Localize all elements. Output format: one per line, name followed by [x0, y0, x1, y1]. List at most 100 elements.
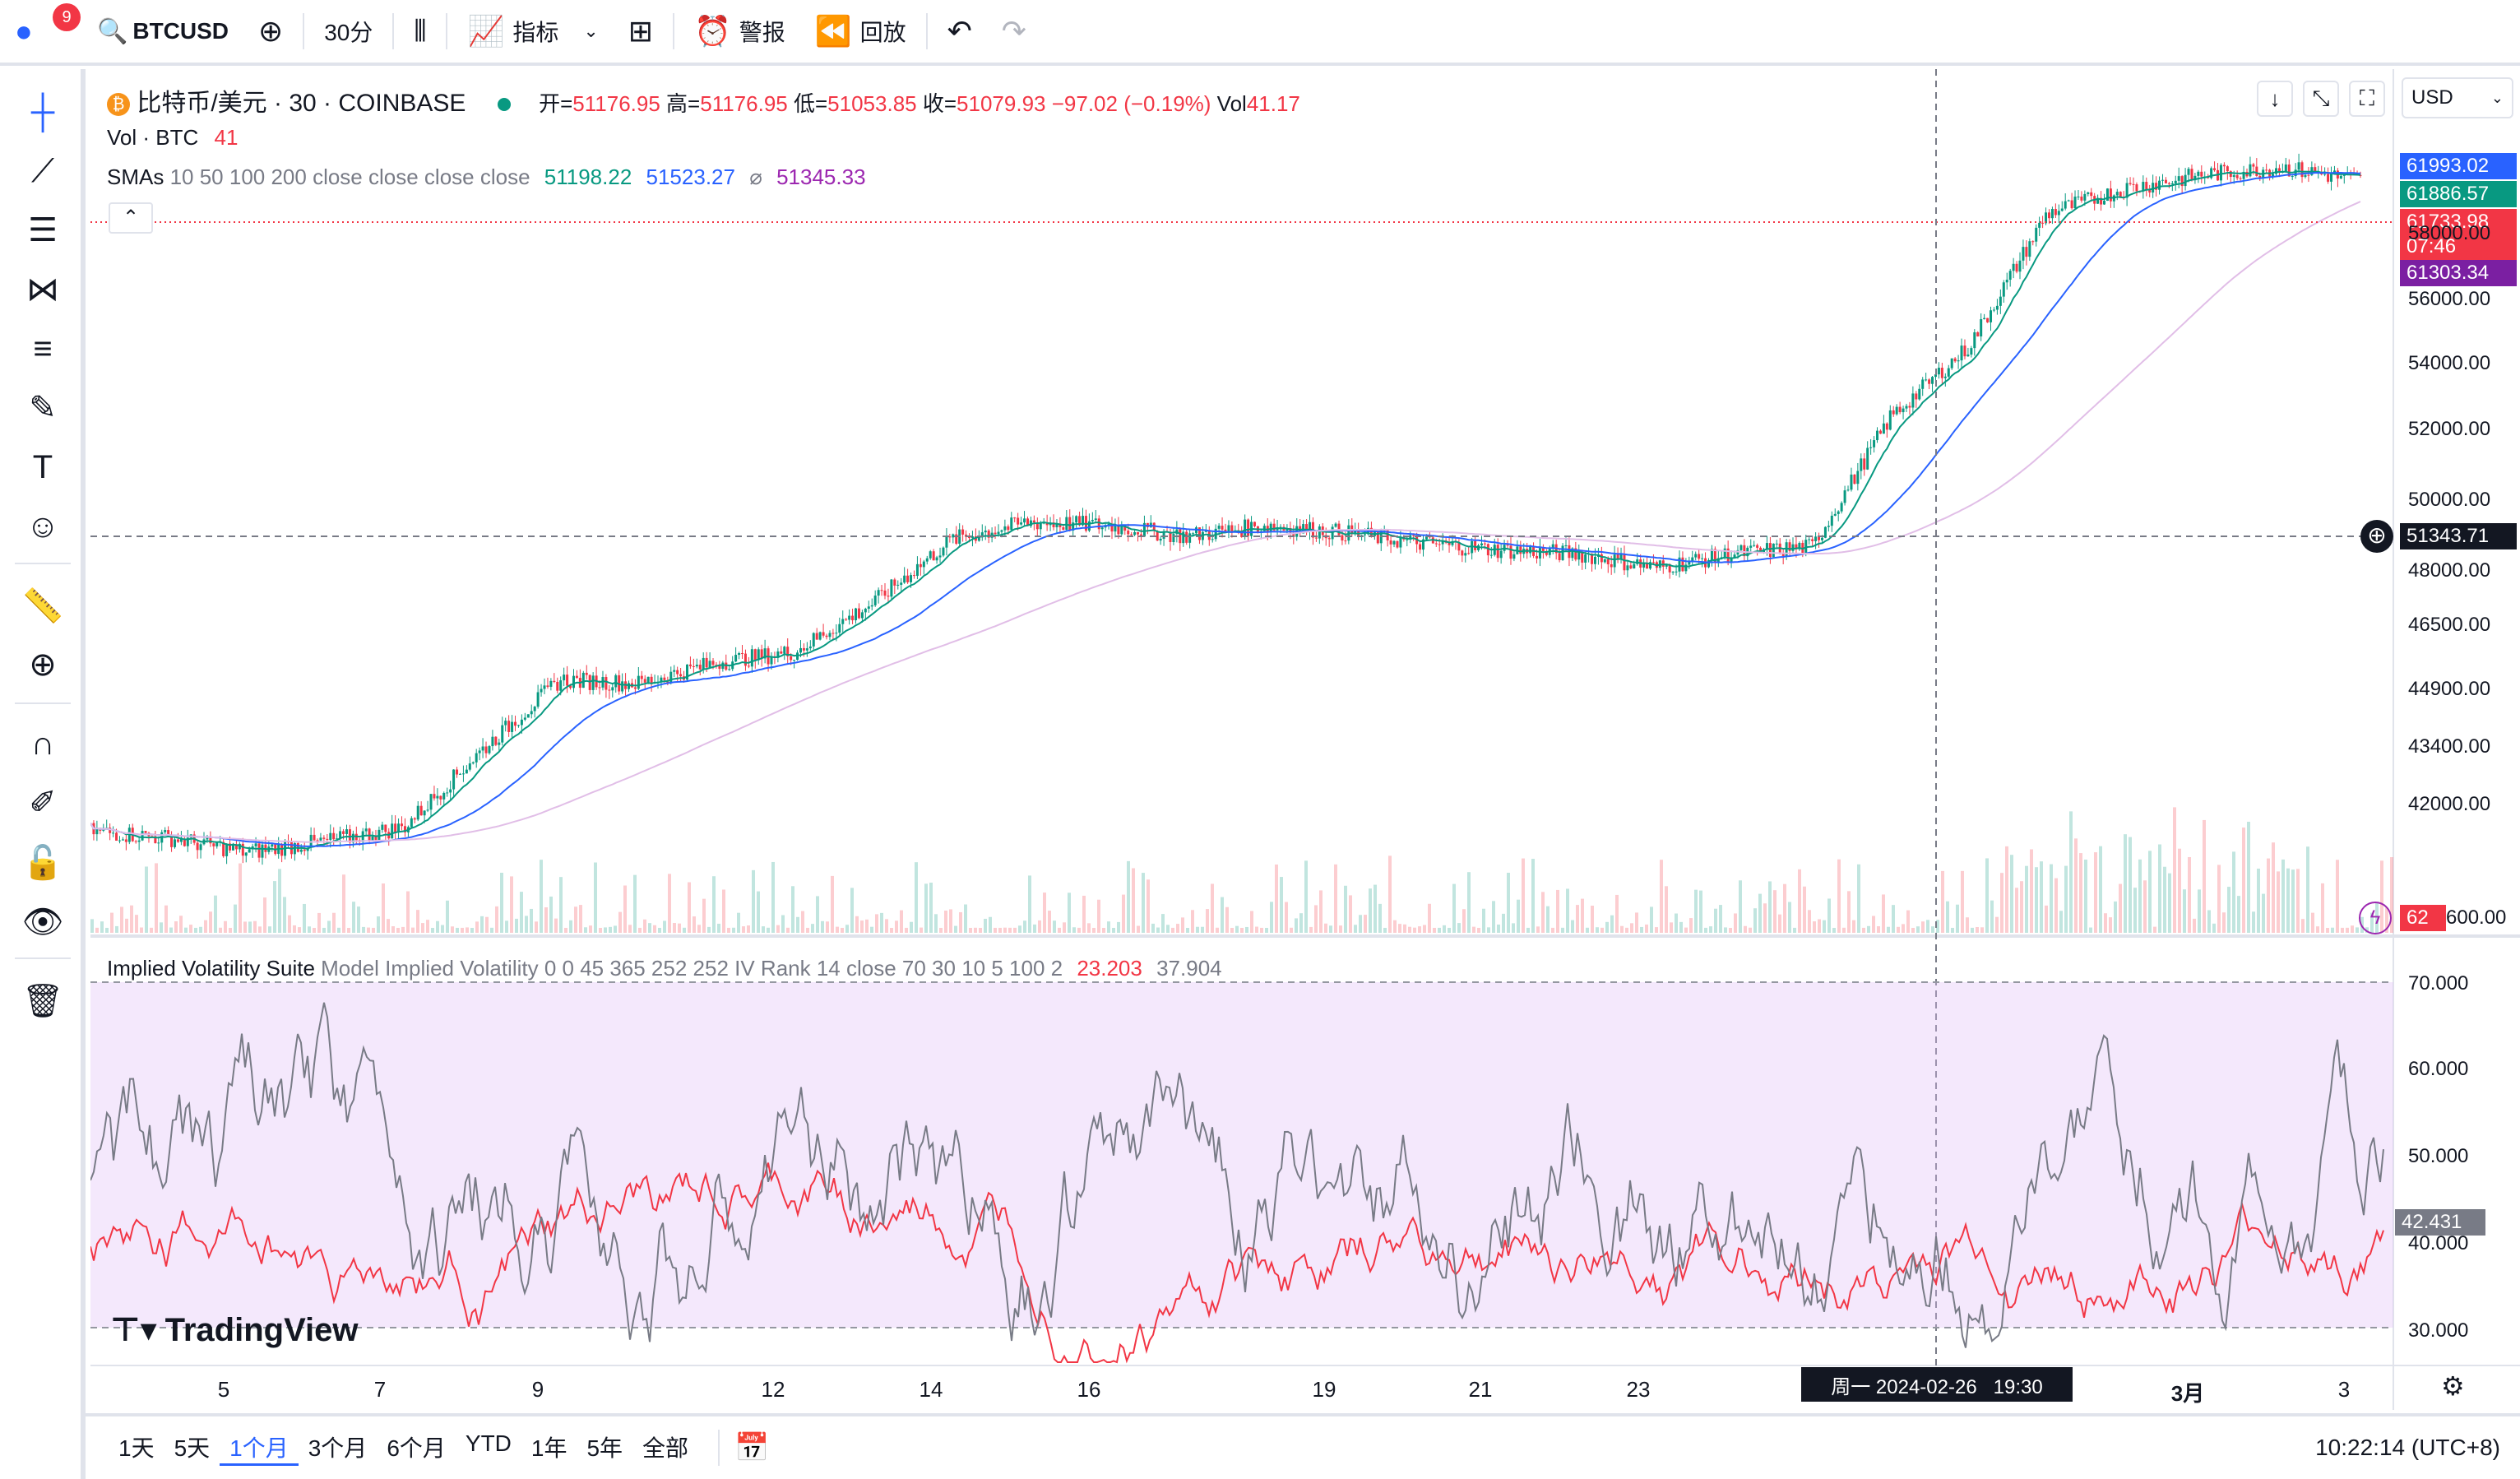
candle-body	[127, 828, 131, 842]
volume-bar	[1551, 927, 1554, 933]
candle-body	[468, 763, 471, 770]
volume-bar	[1058, 927, 1061, 933]
range-button[interactable]: 5年	[586, 1435, 623, 1461]
pattern-icon[interactable]: ⋈	[26, 271, 59, 308]
iv-legend[interactable]: Implied Volatility Suite Model Implied V…	[107, 956, 1222, 981]
eye-icon[interactable]: 👁	[21, 903, 64, 940]
prediction-icon[interactable]: ≡	[33, 330, 53, 367]
sma-legend[interactable]: SMAs 10 50 100 200 close close close clo…	[107, 165, 866, 190]
range-button[interactable]: 5天	[174, 1435, 211, 1461]
fullscreen-icon[interactable]: ⛶	[2349, 81, 2385, 117]
volume-bar	[1334, 864, 1337, 933]
candle-body	[2047, 212, 2050, 219]
volume-bar	[707, 926, 711, 933]
volume-bar	[1497, 924, 1500, 933]
indicators-button[interactable]: 📈 指标 ⌄	[452, 0, 613, 64]
arrow-down-icon[interactable]: ↓	[2257, 81, 2293, 117]
volume-bar	[2163, 866, 2166, 933]
volume-bar	[253, 920, 257, 933]
alerts-label: 警报	[739, 20, 785, 45]
price-axis-label: 46500.00	[2408, 614, 2491, 636]
redo-button[interactable]: ↷	[987, 0, 1041, 64]
candle-body	[1600, 554, 1603, 563]
candle-body	[336, 838, 339, 840]
volume-bar	[658, 927, 661, 933]
range-button[interactable]: 1天	[118, 1435, 155, 1461]
volume-bar	[890, 928, 893, 933]
volume-legend[interactable]: Vol · BTC 41	[107, 125, 238, 151]
volume-bar	[199, 926, 202, 933]
candle-body	[663, 677, 666, 680]
range-button[interactable]: 3个月	[308, 1435, 368, 1461]
range-button[interactable]: YTD	[465, 1430, 512, 1456]
compare-symbol-button[interactable]: ⊕	[243, 0, 298, 64]
candle-body	[179, 838, 183, 842]
fib-retracement-icon[interactable]: ☰	[28, 212, 58, 248]
volume-bar	[668, 874, 671, 933]
volume-bar	[1186, 928, 1189, 933]
candle-body	[611, 687, 614, 691]
magnet-icon[interactable]: ∩	[30, 725, 55, 762]
range-button[interactable]: 6个月	[387, 1435, 446, 1461]
notifications-button[interactable]: ● 9	[0, 0, 82, 64]
candle-body	[1464, 553, 1467, 556]
zoom-in-icon[interactable]: ⊕	[29, 647, 57, 683]
goto-date-icon[interactable]: 📅	[734, 1432, 770, 1463]
trash-icon[interactable]: 🗑	[21, 982, 64, 1019]
volume-bar	[174, 921, 178, 933]
volume-bar	[115, 925, 118, 933]
crosshair-icon[interactable]: ┼	[30, 93, 55, 130]
candle-body	[303, 849, 306, 851]
candle-body	[1000, 530, 1003, 532]
candle-body	[2229, 171, 2232, 178]
interval-button[interactable]: 30分	[324, 20, 373, 45]
volume-bar	[451, 926, 454, 933]
volume-bar	[2237, 896, 2240, 933]
collapse-legend-button[interactable]: ⌃	[109, 202, 153, 234]
emoji-icon[interactable]: ☺	[25, 508, 60, 545]
clock-label[interactable]: 10:22:14 (UTC+8)	[2315, 1435, 2500, 1460]
unlock-icon[interactable]: 🔓	[22, 844, 63, 881]
alerts-button[interactable]: ⏰ 警报	[679, 0, 800, 64]
candle-body	[1665, 563, 1668, 567]
range-button[interactable]: 1个月	[220, 1430, 299, 1466]
volume-bar	[1280, 877, 1283, 933]
ruler-icon[interactable]: 📏	[22, 587, 63, 624]
volume-bar	[401, 926, 405, 933]
volume-bar	[1147, 879, 1150, 933]
candle-body	[757, 649, 760, 661]
volume-bar	[870, 926, 873, 933]
crosshair-add-button[interactable]: ⊕	[2360, 520, 2393, 553]
replay-button[interactable]: ⏪ 回放	[800, 0, 921, 64]
layouts-button[interactable]: ⊞	[614, 0, 668, 64]
volume-bar	[2114, 901, 2117, 933]
candle-body	[643, 679, 646, 683]
symbol-search-button[interactable]: 🔍 BTCUSD	[82, 0, 243, 64]
price-axis-label: 56000.00	[2408, 288, 2491, 310]
volume-bar	[2025, 865, 2028, 933]
candle-body	[2314, 167, 2317, 174]
lightning-icon[interactable]: ϟ	[2359, 902, 2392, 934]
candle-body	[2073, 197, 2077, 209]
brush-icon[interactable]: ✎	[29, 390, 57, 426]
settings-gear-icon[interactable]: ⚙	[2441, 1371, 2465, 1401]
candle-body	[1003, 526, 1007, 531]
volume-bar	[258, 926, 262, 933]
trend-line-icon[interactable]: ⟋	[31, 152, 54, 189]
text-icon[interactable]: T	[32, 448, 53, 485]
chart-area[interactable]: ₿ 比特币/美元 · 30 · COINBASE 开=51176.95 高=51…	[90, 69, 2520, 1410]
currency-select[interactable]: USD ⌄	[2402, 77, 2513, 118]
chart-canvas[interactable]	[90, 69, 2520, 1410]
undo-button[interactable]: ↶	[933, 0, 987, 64]
candle-body	[1860, 458, 1863, 471]
chart-type-button[interactable]: ⫴	[399, 0, 441, 64]
candle-body	[1846, 489, 1850, 491]
range-button[interactable]: 1年	[530, 1435, 567, 1461]
volume-bar	[234, 904, 237, 933]
lock-drawing-icon[interactable]: ✐	[29, 785, 57, 821]
range-button[interactable]: 全部	[642, 1435, 689, 1461]
volume-bar	[994, 927, 997, 933]
volume-bar	[530, 908, 533, 933]
main-series-legend[interactable]: ₿ 比特币/美元 · 30 · COINBASE 开=51176.95 高=51…	[107, 82, 1300, 118]
collapse-icon[interactable]: ⤡	[2303, 81, 2339, 117]
